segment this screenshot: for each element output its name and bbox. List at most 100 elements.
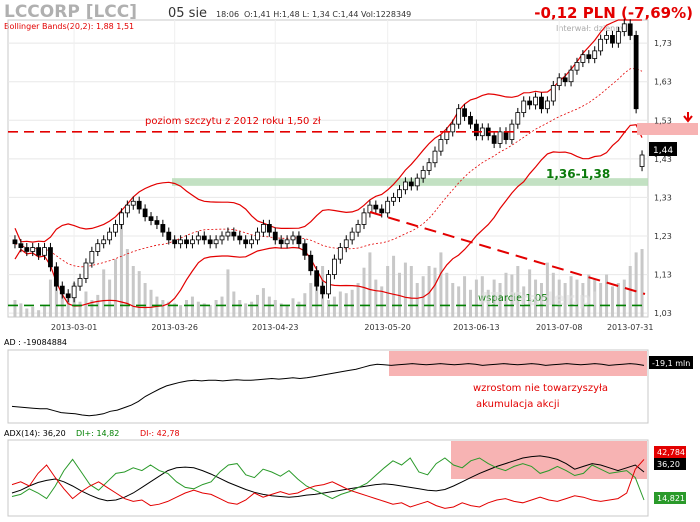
candle-body [48,247,53,268]
volume-bar [338,291,342,317]
candle-body [361,212,367,225]
volume-bar [362,267,366,317]
volume-bar [208,305,212,317]
date-tick-label: 2013-03-01 [51,323,98,332]
last-price-box [649,142,677,156]
candle-body [272,231,278,241]
volume-bar [149,289,153,317]
candle-body [190,239,195,245]
candle-body [444,131,450,140]
header-ohlcv: O:1,41 H:1,48 L: 1,34 C:1,44 Vol:1228349 [244,10,411,19]
volume-bar [220,296,224,317]
candle-body [497,131,503,144]
diminus-last-label: 42,784 [657,448,685,457]
volume-bar [427,266,431,317]
volume-bar [610,286,614,317]
candle-body [130,200,136,206]
date-axis: 2013-03-01 2013-03-26 2013-04-23 2013-05-20… [51,323,654,332]
candle-body [213,239,219,245]
candle-body [89,251,95,264]
zone-annotation: 1,36-1,38 [546,167,610,181]
candle-body [207,239,213,245]
candle-body [266,224,272,233]
volume-bar [179,305,183,317]
candle-body [42,247,47,256]
candle-body [12,239,18,245]
candle-body [633,35,639,110]
volume-bar [628,266,632,317]
price-tick-label: 1,73 [654,39,672,48]
candle-body [30,247,36,252]
volume-bar [226,269,230,317]
volume-bar [504,272,508,317]
price-axis: 1,03 1,13 1,23 1,33 1,43 1,53 1,63 1,73 [654,39,672,318]
candle-body [278,239,284,245]
candle-body [456,108,462,125]
candle-body [59,285,65,295]
candle-body [539,96,544,110]
volume-bar [445,272,449,317]
candle-body [604,35,609,40]
candle-body [261,224,266,233]
price-change: -0,12 PLN (-7,69%) [534,4,693,22]
candle-body [124,204,130,214]
price-tick-label: 1,33 [654,193,672,202]
volume-bar [397,272,401,317]
candle-body [503,131,509,140]
candle-body [308,254,314,272]
candle-body [580,54,586,63]
ad-highlight [389,351,647,376]
volume-bar [161,300,165,317]
candle-body [615,31,621,44]
volume-bar [356,283,360,317]
candle-body [592,50,598,59]
volume-bar [380,286,384,317]
candle-body [397,189,402,198]
volume-bar [238,300,242,317]
candle-body [243,239,249,245]
ad-panel-frame [7,349,649,424]
volume-bar [167,301,171,317]
candle-body [107,231,113,241]
date-tick-label: 2013-03-26 [151,323,198,332]
diminus-title: DI-: 42,78 [140,429,180,438]
volume-bar [250,301,254,317]
volume-bar [593,279,597,317]
volume-bar [102,269,106,317]
candle-body [621,23,627,32]
volume-bar [486,289,490,317]
price-tick-label: 1,23 [654,232,672,241]
volume-bar [297,301,301,317]
volume-bar [557,279,561,317]
date-tick-label: 2013-04-23 [252,323,299,332]
candle-body [184,239,189,245]
volume-bar [468,289,472,317]
candle-body [414,177,420,187]
volume-bar [43,305,47,317]
volume-bar [232,291,236,317]
candle-body [527,100,533,106]
volume-bar [605,274,609,317]
candle-body [302,243,308,256]
candle-body [113,224,118,233]
candle-body [219,235,225,241]
candle-body [71,285,77,299]
adx-line [11,455,645,502]
candle-body [136,200,142,210]
volume-bar [125,249,129,317]
volume-bar [327,300,330,317]
adx-title: ADX(14): 36,20 [4,429,66,438]
volume-bar [551,272,555,317]
diminus-last-box [654,446,686,458]
bollinger-label: Bollinger Bands(20,2): 1,88 1,51 [4,22,134,31]
candle-body [231,231,237,237]
candlesticks [12,19,645,303]
candle-body [65,293,71,299]
candle-body [468,116,473,125]
candle-body [178,239,184,245]
candle-body [610,35,615,44]
watermark: AT Trader.pl [478,289,598,310]
volume-bar [528,269,532,317]
volume-bar [415,283,419,317]
volume-bar [13,300,17,317]
